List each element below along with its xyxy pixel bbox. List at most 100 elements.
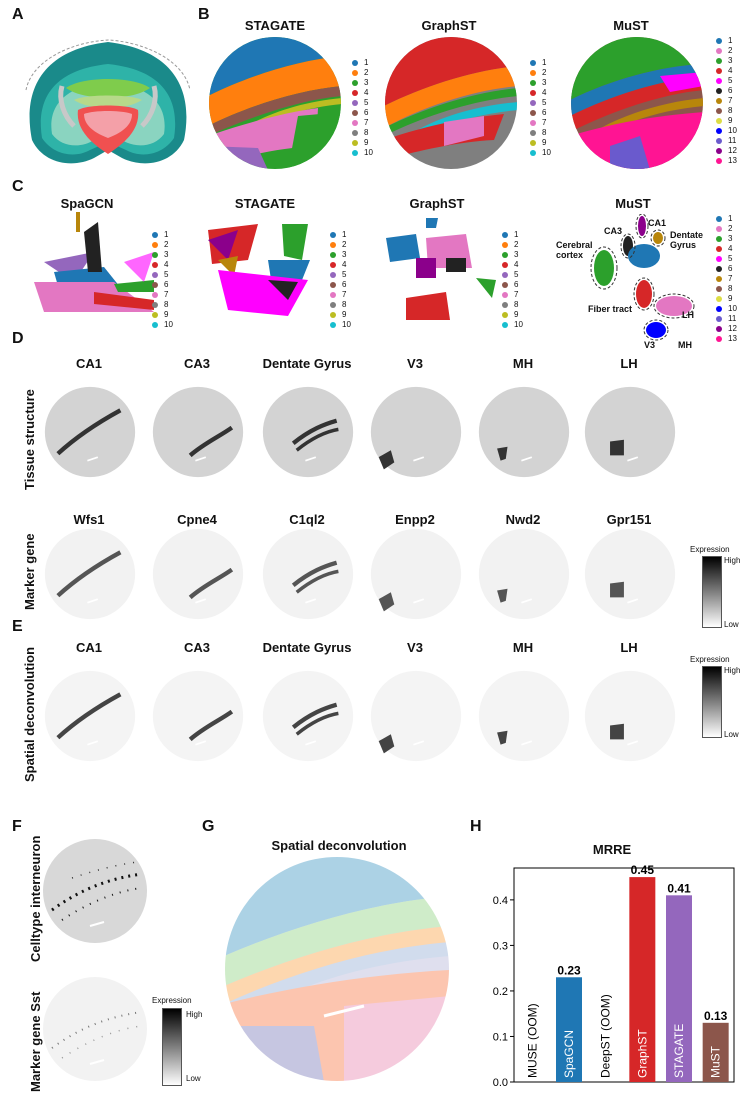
legend-label: 8 xyxy=(514,300,519,309)
legend-entry: 13 xyxy=(716,156,737,166)
legend-label: 2 xyxy=(542,68,547,77)
legend-entry: 3 xyxy=(716,234,737,244)
must-annotation-dentate: Dentate Gyrus xyxy=(670,230,704,250)
b-title-graphst: GraphST xyxy=(421,18,477,33)
legend-swatch xyxy=(352,150,358,156)
legend-label: 6 xyxy=(164,280,169,289)
legend-label: 2 xyxy=(728,224,733,233)
legend-label: 3 xyxy=(164,250,169,259)
d-tissue-title: LH xyxy=(620,356,638,371)
legend-entry: 5 xyxy=(716,254,737,264)
legend-label: 13 xyxy=(728,334,737,343)
legend-entry: 2 xyxy=(716,224,737,234)
legend-label: 11 xyxy=(728,136,737,145)
legend-entry: 1 xyxy=(502,230,523,240)
f-celltype-interneuron-map xyxy=(43,839,147,943)
legend-swatch xyxy=(502,232,508,238)
legend-entry: 2 xyxy=(352,68,373,78)
legend-entry: 5 xyxy=(502,270,523,280)
d-colorbar xyxy=(702,556,722,628)
h-bar-value-label: 0.41 xyxy=(667,881,691,895)
legend-swatch xyxy=(716,128,722,134)
legend-entry: 2 xyxy=(152,240,173,250)
legend-entry: 8 xyxy=(716,284,737,294)
d-marker-title: Gpr151 xyxy=(606,512,652,527)
d-marker-map xyxy=(370,528,462,620)
must-annotation-fiber: Fiber tract xyxy=(588,304,633,314)
legend-swatch xyxy=(152,312,158,318)
legend-swatch xyxy=(352,70,358,76)
c-title-spagcn: SpaGCN xyxy=(60,196,114,211)
c-legend-spagcn: 1 2 3 4 5 6 7 8 9 10 xyxy=(152,230,173,330)
legend-entry: 4 xyxy=(716,66,737,76)
d-tissue-map xyxy=(478,386,570,478)
legend-entry: 2 xyxy=(716,46,737,56)
legend-entry: 3 xyxy=(530,78,551,88)
e-deconv-map xyxy=(44,670,136,762)
b-title-stagate: STAGATE xyxy=(244,18,306,33)
legend-entry: 7 xyxy=(716,96,737,106)
legend-entry: 8 xyxy=(502,300,523,310)
legend-swatch xyxy=(530,120,536,126)
legend-entry: 4 xyxy=(502,260,523,270)
panel-letter-f: F xyxy=(12,818,22,835)
legend-swatch xyxy=(352,80,358,86)
d-tissue-title: CA3 xyxy=(183,356,210,371)
h-category-label: MuST xyxy=(709,1045,723,1078)
legend-entry: 9 xyxy=(502,310,523,320)
legend-label: 4 xyxy=(514,260,519,269)
legend-entry: 1 xyxy=(716,36,737,46)
legend-entry: 6 xyxy=(716,86,737,96)
legend-entry: 6 xyxy=(152,280,173,290)
legend-swatch xyxy=(716,98,722,104)
h-bar xyxy=(702,1022,729,1082)
legend-swatch xyxy=(502,292,508,298)
legend-entry: 2 xyxy=(530,68,551,78)
d-tissue-map xyxy=(370,386,462,478)
legend-label: 10 xyxy=(364,148,373,157)
legend-label: 8 xyxy=(542,128,547,137)
legend-swatch xyxy=(716,236,722,242)
legend-label: 3 xyxy=(364,78,369,87)
legend-swatch xyxy=(716,148,722,154)
f-side-label-marker: Marker gene Sst xyxy=(28,991,43,1092)
legend-entry: 7 xyxy=(352,118,373,128)
legend-swatch xyxy=(502,282,508,288)
legend-label: 4 xyxy=(728,66,733,75)
h-bar-value-label: 0.13 xyxy=(704,1009,728,1023)
e-deconv-title: V3 xyxy=(407,640,423,655)
legend-swatch xyxy=(716,266,722,272)
h-category-label: DeepST (OOM) xyxy=(599,994,613,1078)
legend-swatch xyxy=(152,232,158,238)
c-legend-must: 1 2 3 4 5 6 7 8 9 10 11 12 13 xyxy=(716,214,737,344)
legend-label: 7 xyxy=(728,96,733,105)
legend-label: 5 xyxy=(364,98,369,107)
legend-label: 6 xyxy=(728,86,733,95)
e-colorbar-low: Low xyxy=(724,730,739,739)
d-tissue-map xyxy=(584,386,676,478)
legend-swatch xyxy=(330,272,336,278)
c-umap-stagate xyxy=(208,224,310,316)
legend-entry: 11 xyxy=(716,136,737,146)
legend-label: 1 xyxy=(728,214,733,223)
legend-swatch xyxy=(502,242,508,248)
e-deconv-title: CA1 xyxy=(75,640,102,655)
legend-label: 7 xyxy=(364,118,369,127)
h-ytick-label: 0.2 xyxy=(493,986,508,998)
legend-label: 3 xyxy=(542,78,547,87)
legend-label: 10 xyxy=(728,304,737,313)
c-title-graphst: GraphST xyxy=(409,196,465,211)
legend-entry: 6 xyxy=(530,108,551,118)
legend-entry: 5 xyxy=(716,76,737,86)
legend-swatch xyxy=(716,336,722,342)
h-axes-frame xyxy=(513,867,735,1083)
d-tissue-title: Dentate Gyrus xyxy=(262,356,352,371)
e-deconv-title: CA3 xyxy=(183,640,210,655)
legend-label: 8 xyxy=(164,300,169,309)
legend-entry: 2 xyxy=(502,240,523,250)
legend-entry: 3 xyxy=(502,250,523,260)
d-marker-map xyxy=(262,528,354,620)
h-bar-value-label: 0.45 xyxy=(631,863,655,877)
legend-label: 6 xyxy=(342,280,347,289)
h-ytick-label: 0.0 xyxy=(493,1077,508,1089)
